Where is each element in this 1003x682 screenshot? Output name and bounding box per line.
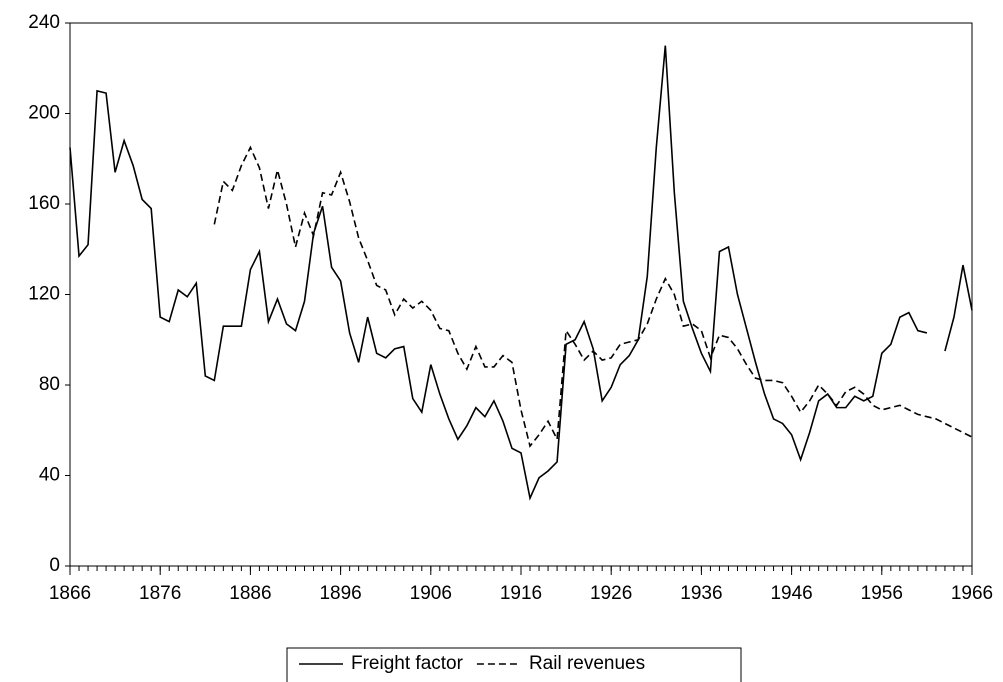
- x-tick-label: 1886: [229, 583, 271, 604]
- y-tick-label: 80: [39, 374, 60, 395]
- x-tick-label: 1866: [49, 583, 91, 604]
- legend-label: Rail revenues: [529, 653, 645, 674]
- x-tick-label: 1936: [680, 583, 722, 604]
- legend-box: [286, 647, 742, 682]
- x-tick-label: 1906: [410, 583, 452, 604]
- plot-frame: [69, 22, 973, 567]
- y-tick-label: 160: [28, 193, 60, 214]
- x-tick-label: 1926: [590, 583, 632, 604]
- x-tick-label: 1916: [500, 583, 542, 604]
- series-line: [69, 45, 973, 501]
- y-tick-label: 240: [28, 12, 60, 33]
- y-tick-label: 40: [39, 465, 60, 486]
- x-tick-label: 1896: [319, 583, 361, 604]
- y-tick-label: 0: [49, 555, 60, 576]
- legend-label: Freight factor: [351, 653, 464, 674]
- y-tick-label: 200: [28, 103, 60, 124]
- x-tick-label: 1956: [861, 583, 903, 604]
- x-tick-label: 1946: [770, 583, 812, 604]
- series-line: [213, 145, 973, 448]
- x-tick-label: 1876: [139, 583, 181, 604]
- x-tick-label: 1966: [951, 583, 993, 604]
- y-tick-label: 120: [28, 284, 60, 305]
